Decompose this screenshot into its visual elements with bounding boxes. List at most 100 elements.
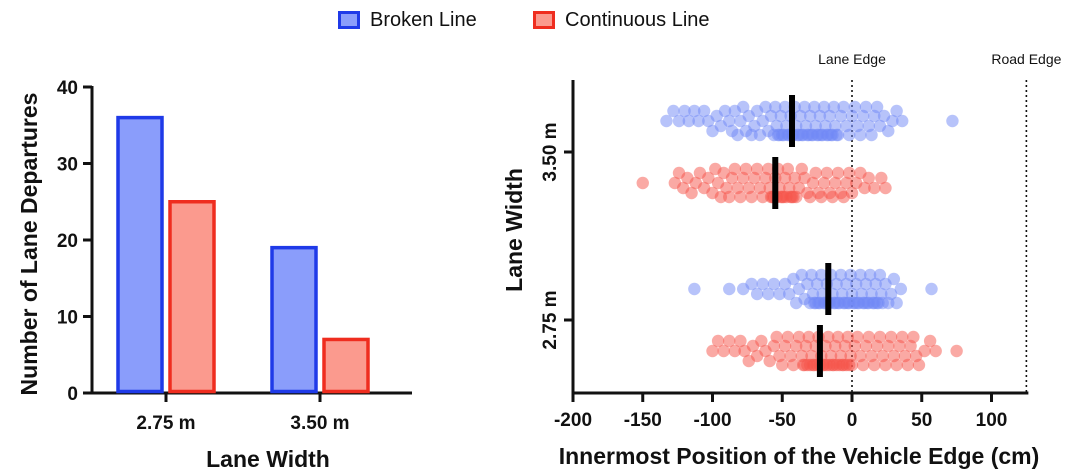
- data-point: [808, 296, 821, 310]
- data-point: [833, 296, 846, 310]
- data-point: [817, 100, 831, 114]
- data-point: [784, 109, 797, 123]
- data-point: [840, 119, 853, 133]
- data-point: [787, 190, 800, 204]
- data-point: [736, 100, 750, 114]
- data-point: [795, 349, 808, 363]
- data-point: [709, 162, 722, 176]
- bar-x-axis-title: Lane Width: [206, 446, 330, 472]
- data-point: [863, 268, 877, 282]
- bar-y-tick-label: 40: [57, 78, 78, 99]
- data-point: [816, 287, 829, 301]
- data-point: [837, 190, 850, 204]
- dot-x-tick-label: -150: [624, 410, 662, 431]
- data-point: [854, 128, 867, 142]
- data-point: [824, 349, 838, 363]
- data-point: [809, 166, 822, 180]
- data-point: [773, 128, 786, 142]
- legend-item-continuous-line: Continuous Line: [533, 7, 710, 33]
- data-point: [823, 109, 836, 123]
- data-point: [805, 349, 818, 363]
- data-point: [831, 128, 845, 142]
- data-point: [798, 292, 811, 306]
- data-point: [815, 128, 828, 142]
- data-point: [756, 114, 769, 128]
- data-point: [745, 190, 758, 204]
- data-point: [672, 166, 686, 180]
- data-point: [759, 344, 772, 358]
- data-point: [785, 190, 799, 204]
- data-point: [829, 339, 842, 353]
- bar-y-tick-label: 30: [57, 155, 78, 176]
- data-point: [790, 119, 803, 133]
- dot-x-tick-label: -100: [693, 410, 731, 431]
- data-point: [738, 344, 751, 358]
- data-point: [929, 344, 942, 358]
- data-point: [856, 358, 870, 372]
- data-point: [812, 186, 825, 200]
- data-point: [879, 277, 892, 291]
- data-point: [870, 100, 884, 114]
- data-point: [723, 190, 736, 204]
- data-point: [790, 339, 803, 353]
- bar-y-tick-label: 10: [57, 308, 78, 329]
- data-point: [776, 128, 789, 142]
- data-point: [865, 287, 878, 301]
- dot-y-tick-label: 3.50 m: [540, 122, 561, 181]
- data-point: [870, 339, 884, 353]
- data-point: [884, 287, 898, 301]
- data-point: [851, 119, 864, 133]
- dot-plot-axes: -200 -150 -100 -50 0 50 100 3.50 m 2.75 m: [540, 80, 1029, 431]
- data-point: [819, 339, 832, 353]
- data-point: [736, 171, 750, 185]
- data-point: [831, 330, 845, 344]
- data-point: [718, 104, 732, 118]
- data-point: [843, 358, 856, 372]
- data-point: [806, 128, 820, 142]
- data-point: [808, 100, 821, 114]
- data-point: [798, 171, 811, 185]
- data-point: [809, 339, 822, 353]
- data-point: [734, 334, 747, 348]
- data-point: [748, 171, 761, 185]
- data-point: [677, 181, 690, 195]
- data-point: [771, 128, 785, 142]
- data-point: [859, 339, 873, 353]
- data-point: [872, 296, 885, 310]
- data-point: [805, 128, 818, 142]
- data-point: [770, 330, 783, 344]
- data-point: [764, 109, 778, 123]
- data-point: [819, 296, 832, 310]
- data-point: [791, 128, 804, 142]
- data-point: [717, 166, 730, 180]
- data-point: [837, 296, 850, 310]
- data-point: [859, 277, 873, 291]
- data-point: [636, 176, 649, 190]
- bar-broken-0: [116, 115, 164, 394]
- data-point: [728, 344, 742, 358]
- data-point: [845, 287, 859, 301]
- data-point: [750, 162, 764, 176]
- data-point: [783, 181, 796, 195]
- data-point: [801, 128, 814, 142]
- data-point: [809, 119, 822, 133]
- data-point: [834, 186, 848, 200]
- data-point: [894, 282, 908, 296]
- data-point: [681, 171, 694, 185]
- data-point: [785, 128, 799, 142]
- data-point: [668, 176, 682, 190]
- data-point: [787, 358, 800, 372]
- data-point: [845, 358, 859, 372]
- legend: Broken Line Continuous Line: [0, 0, 1082, 40]
- data-point: [841, 296, 855, 310]
- bar-y-axis-title: Number of Lane Departures: [16, 93, 42, 396]
- data-point: [854, 349, 867, 363]
- data-point: [710, 109, 723, 123]
- data-point: [907, 330, 920, 344]
- data-point: [882, 339, 895, 353]
- data-point: [865, 349, 878, 363]
- data-point: [771, 162, 785, 176]
- data-point: [816, 128, 829, 142]
- bar-chart-bars: [116, 115, 370, 394]
- data-point: [803, 296, 817, 310]
